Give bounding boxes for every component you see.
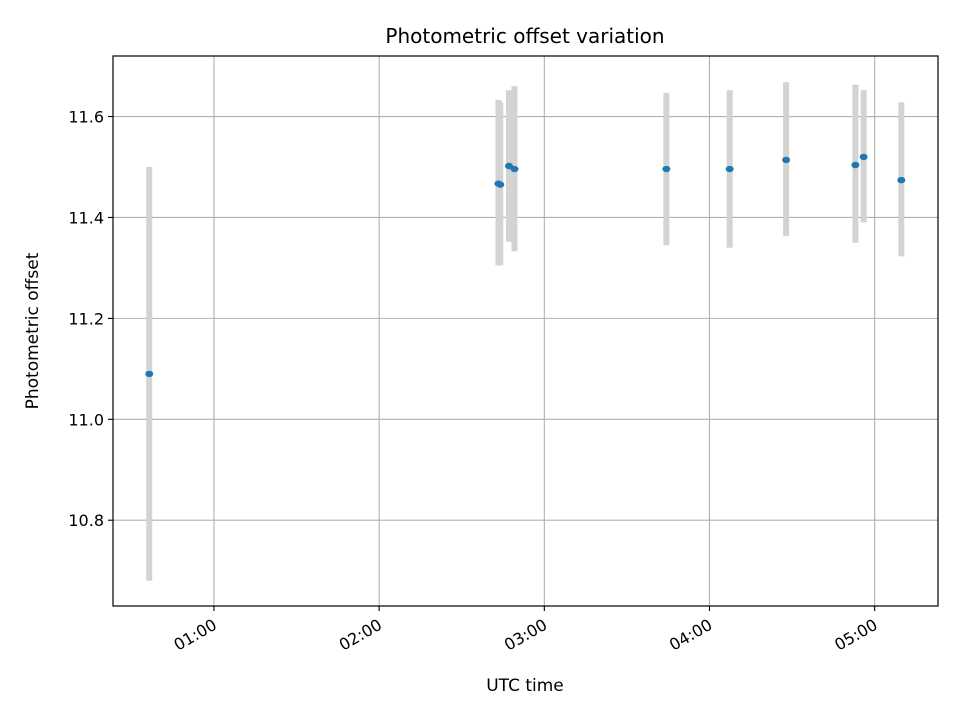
plot-area [113, 56, 938, 606]
plot-frame [112, 55, 939, 607]
y-axis-label: Photometric offset [23, 252, 43, 409]
data-point [510, 165, 519, 173]
data-point [725, 165, 734, 173]
data-point [662, 165, 671, 173]
data-point [851, 161, 860, 169]
data-points [145, 153, 906, 378]
grid-lines [113, 56, 938, 606]
data-point [859, 153, 868, 161]
data-point [782, 156, 791, 164]
y-axis-ticks: 10.8 11.0 11.2 11.4 11.6 [68, 108, 113, 530]
data-point [496, 181, 505, 188]
y-tick-label: 10.8 [68, 511, 104, 530]
data-point [145, 370, 154, 378]
x-axis-label: UTC time [486, 676, 564, 696]
y-tick-label: 11.6 [68, 108, 104, 127]
y-tick-label: 11.0 [68, 410, 104, 429]
y-tick-label: 11.4 [68, 208, 104, 227]
data-point [897, 176, 906, 184]
chart-title: Photometric offset variation [385, 24, 664, 48]
y-tick-label: 11.2 [68, 309, 104, 328]
